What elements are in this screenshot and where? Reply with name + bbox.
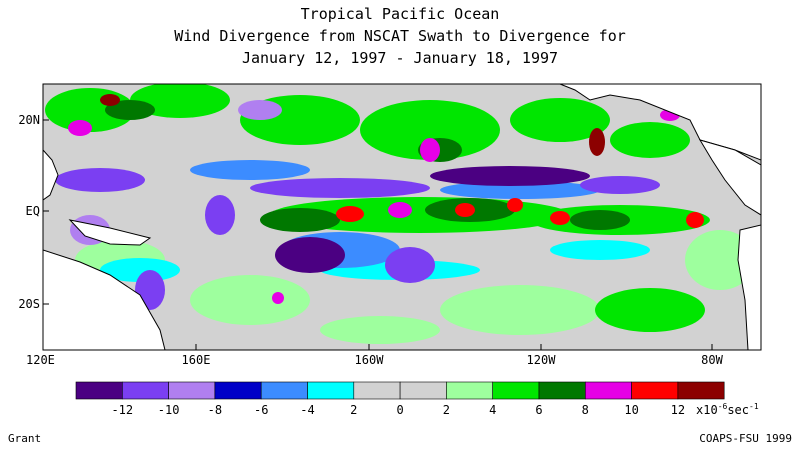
lon-label: 160W xyxy=(355,353,385,367)
land-masses xyxy=(43,84,761,350)
colorbar xyxy=(75,381,725,400)
colorbar-swatch xyxy=(307,381,355,400)
footer-credit: COAPS-FSU 1999 xyxy=(699,432,792,445)
colorbar-tick-label: -10 xyxy=(158,403,180,417)
central-america xyxy=(698,139,761,216)
footer-author: Grant xyxy=(8,432,42,445)
map-frame xyxy=(42,83,762,351)
colorbar-swatch xyxy=(168,381,216,400)
strong-divergence-patches xyxy=(68,94,704,304)
colorbar-tick-label: -12 xyxy=(111,403,133,417)
north-america xyxy=(559,84,761,161)
new-guinea xyxy=(68,219,152,246)
lon-label: 120W xyxy=(527,353,557,367)
lat-label: 20S xyxy=(18,297,40,311)
lon-label: 160E xyxy=(182,353,211,367)
colorbar-tick-label: 12 xyxy=(671,403,685,417)
title-line-3: January 12, 1997 - January 18, 1997 xyxy=(241,49,559,67)
colorbar-tick-label: -6 xyxy=(254,403,268,417)
colorbar-tick-label: 6 xyxy=(535,403,542,417)
colorbar-swatch xyxy=(584,381,632,400)
longitude-axis: 120E 160E 160W 120W 80W xyxy=(26,344,724,367)
colorbar-tick-label: 2 xyxy=(443,403,450,417)
colorbar-tick-labels: -12 -10 -8 -6 -4 2 0 2 4 6 8 10 12 xyxy=(111,403,685,417)
lon-label: 80W xyxy=(701,353,723,367)
australia xyxy=(43,249,166,350)
colorbar-tick-label: 0 xyxy=(396,403,403,417)
colorbar-swatch xyxy=(353,381,401,400)
colorbar-swatch xyxy=(446,381,493,400)
lat-label: EQ xyxy=(26,204,40,218)
colorbar-units: x10-6sec-1 xyxy=(696,402,759,417)
colorbar-swatch xyxy=(75,381,123,400)
convergence-bands xyxy=(55,100,660,310)
colorbar-tick-label: -4 xyxy=(300,403,314,417)
colorbar-swatch xyxy=(214,381,262,400)
colorbar-tick-label: -8 xyxy=(208,403,222,417)
colorbar-swatch xyxy=(631,381,679,400)
colorbar-swatch xyxy=(399,381,447,400)
colorbar-tick-label: 4 xyxy=(489,403,496,417)
positive-divergence-patches xyxy=(45,84,755,344)
colorbar-tick-label: 8 xyxy=(582,403,589,417)
colorbar-swatch xyxy=(677,381,725,400)
divergence-field xyxy=(43,84,761,350)
colorbar-swatch xyxy=(122,381,169,400)
latitude-axis: 20N EQ 20S xyxy=(18,113,49,311)
title-line-2: Wind Divergence from NSCAT Swath to Dive… xyxy=(174,27,626,45)
lon-label: 120E xyxy=(26,353,55,367)
colorbar-swatch xyxy=(260,381,308,400)
colorbar-tick-label: 2 xyxy=(350,403,357,417)
colorbar-swatch xyxy=(492,381,540,400)
title-line-1: Tropical Pacific Ocean xyxy=(300,5,500,23)
colorbar-swatch xyxy=(538,381,586,400)
lat-label: 20N xyxy=(18,113,40,127)
asia-coast xyxy=(43,84,59,201)
south-america xyxy=(737,224,761,350)
colorbar-tick-label: 10 xyxy=(624,403,638,417)
